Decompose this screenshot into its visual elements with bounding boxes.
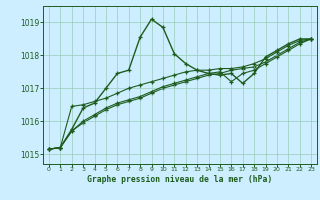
X-axis label: Graphe pression niveau de la mer (hPa): Graphe pression niveau de la mer (hPa) <box>87 175 273 184</box>
